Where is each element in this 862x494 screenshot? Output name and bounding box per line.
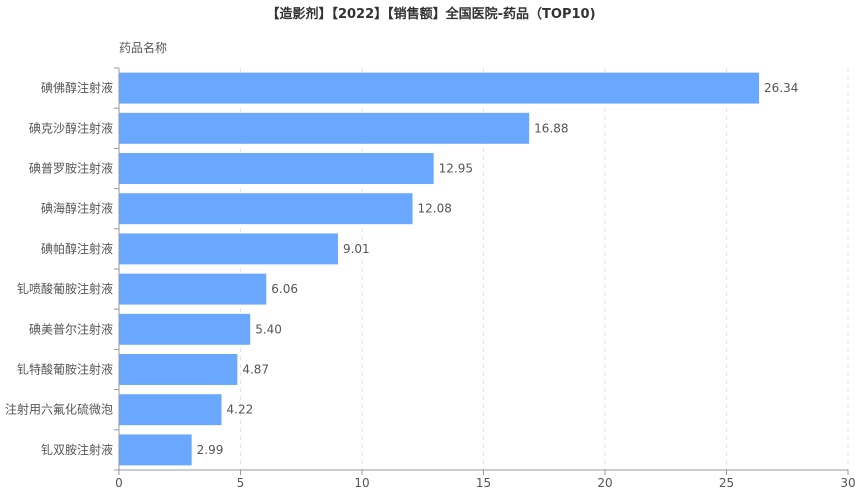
data-label: 6.06 xyxy=(271,282,298,296)
bar xyxy=(119,434,192,466)
bar xyxy=(119,72,760,104)
bar xyxy=(119,354,238,385)
x-tick-label: 0 xyxy=(115,476,123,490)
y-tick-label: 碘帕醇注射液 xyxy=(41,241,113,256)
data-label: 5.40 xyxy=(255,322,282,336)
data-label: 4.22 xyxy=(227,403,254,417)
bars xyxy=(119,72,760,466)
y-tick-label: 碘海醇注射液 xyxy=(41,201,113,216)
x-tick-label: 25 xyxy=(719,476,734,490)
data-label: 26.34 xyxy=(764,81,798,95)
y-tick-label: 碘美普尔注射液 xyxy=(29,321,113,336)
x-tick-label: 30 xyxy=(840,476,855,490)
x-tick-label: 20 xyxy=(597,476,612,490)
bar xyxy=(119,313,251,345)
bar xyxy=(119,233,338,265)
data-label: 12.95 xyxy=(439,162,473,176)
y-tick-label: 碘克沙醇注射液 xyxy=(29,120,113,135)
chart-title: 【造影剂】【2022】【销售额】全国医院-药品（TOP10) xyxy=(266,6,595,22)
bar xyxy=(119,273,267,305)
x-tick-label: 5 xyxy=(237,476,245,490)
y-tick-label: 钆喷酸葡胺注射液 xyxy=(17,281,113,296)
data-label: 12.08 xyxy=(418,202,452,216)
bar xyxy=(119,112,530,144)
bar xyxy=(119,153,434,184)
bar xyxy=(119,193,413,225)
y-tick-label: 钆双胺注射液 xyxy=(41,442,113,457)
y-tick-label: 注射用六氟化硫微泡 xyxy=(5,402,113,417)
x-tick-label: 15 xyxy=(476,476,491,490)
y-tick-label: 碘佛醇注射液 xyxy=(41,80,113,95)
data-label: 4.87 xyxy=(242,363,269,377)
y-axis-name: 药品名称 xyxy=(119,40,167,55)
y-tick-label: 钆特酸葡胺注射液 xyxy=(17,362,113,377)
labels: 26.34 碘佛醇注射液 16.88 碘克沙醇注射液 12.95 碘普罗胺注射液 12.08… xyxy=(5,80,856,490)
y-tick-label: 碘普罗胺注射液 xyxy=(29,161,113,176)
data-label: 16.88 xyxy=(534,121,568,135)
x-tick-label: 10 xyxy=(354,476,369,490)
axes xyxy=(114,67,849,475)
data-label: 2.99 xyxy=(197,443,224,457)
data-label: 9.01 xyxy=(343,242,370,256)
bar xyxy=(119,394,222,426)
